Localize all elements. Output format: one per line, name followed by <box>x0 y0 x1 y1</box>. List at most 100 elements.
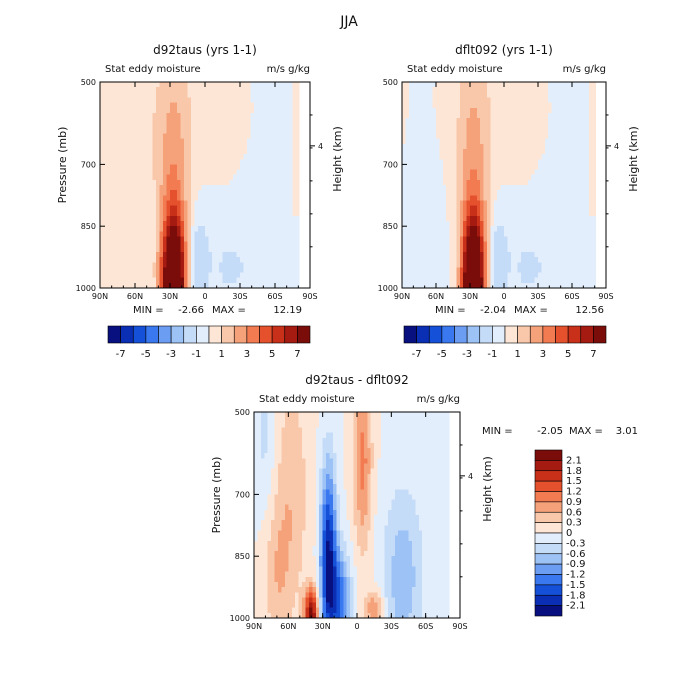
heatmap-cell <box>264 164 269 170</box>
heatmap-cell <box>575 92 580 98</box>
heatmap-cell <box>572 262 576 268</box>
heatmap-cell <box>177 262 181 268</box>
heatmap-cell <box>299 272 304 279</box>
heatmap-cell <box>177 123 181 129</box>
heatmap-cell <box>419 231 423 237</box>
heatmap-cell <box>254 448 258 454</box>
heatmap-cell <box>117 236 122 243</box>
heatmap-cell <box>582 148 586 155</box>
heatmap-cell <box>565 143 569 150</box>
heatmap-cell <box>275 262 279 268</box>
heatmap-cell <box>110 138 115 145</box>
heatmap-cell <box>250 267 255 273</box>
heatmap-cell <box>222 282 227 289</box>
heatmap-cell <box>296 112 300 119</box>
heatmap-cell <box>163 195 167 201</box>
heatmap-cell <box>558 251 563 258</box>
heatmap-cell <box>589 282 593 289</box>
heatmap-cell <box>483 148 488 155</box>
heatmap-cell <box>250 257 255 263</box>
heatmap-cell <box>208 87 213 93</box>
heatmap-cell <box>145 133 150 140</box>
heatmap-cell <box>275 241 279 248</box>
heatmap-cell <box>473 148 478 155</box>
heatmap-cell <box>222 195 227 201</box>
heatmap-cell <box>243 257 248 263</box>
heatmap-cell <box>145 257 150 263</box>
heatmap-cell <box>408 210 413 217</box>
heatmap-cell <box>504 190 508 196</box>
heatmap-cell <box>163 215 167 222</box>
heatmap-cell <box>215 118 220 124</box>
heatmap-cell <box>152 118 157 124</box>
heatmap-cell <box>531 267 535 273</box>
heatmap-cell <box>412 246 416 253</box>
heatmap-cell <box>268 200 272 206</box>
heatmap-cell <box>156 128 160 134</box>
colorbar-swatch <box>233 325 248 344</box>
heatmap-cell <box>558 221 563 227</box>
heatmap-cell <box>524 241 529 248</box>
heatmap-cell <box>497 226 501 232</box>
heatmap-cell <box>275 205 279 212</box>
heatmap-cell <box>208 262 213 268</box>
heatmap-cell <box>285 159 290 165</box>
heatmap-cell <box>490 185 495 191</box>
heatmap-cell <box>233 241 237 248</box>
heatmap-cell <box>551 195 556 201</box>
heatmap-cell <box>527 169 532 176</box>
heatmap-cell <box>226 267 230 273</box>
heatmap-cell <box>463 143 467 150</box>
heatmap-cell <box>514 241 518 248</box>
heatmap-cell <box>226 277 230 284</box>
heatmap-cell <box>226 123 230 129</box>
heatmap-cell <box>128 210 132 217</box>
heatmap-cell <box>226 195 230 201</box>
heatmap-cell <box>198 236 202 243</box>
heatmap-cell <box>514 82 518 88</box>
heatmap-cell <box>226 82 230 88</box>
heatmap-cell <box>442 241 447 248</box>
heatmap-cell <box>514 118 518 124</box>
heatmap-cell <box>412 82 416 88</box>
heatmap-cell <box>548 102 552 109</box>
heatmap-cell <box>476 92 481 98</box>
heatmap-cell <box>128 190 132 196</box>
heatmap-cell <box>466 200 471 206</box>
heatmap-cell <box>138 231 143 237</box>
heatmap-cell <box>268 107 272 114</box>
heatmap-cell <box>107 159 111 165</box>
heatmap-cell <box>544 200 549 206</box>
heatmap-cell <box>422 236 427 243</box>
heatmap-cell <box>456 210 461 217</box>
heatmap-cell <box>429 128 433 134</box>
heatmap-cell <box>131 148 136 155</box>
heatmap-cell <box>299 236 304 243</box>
heatmap-cell <box>585 190 590 196</box>
heatmap-cell <box>497 123 501 129</box>
heatmap-cell <box>415 92 420 98</box>
heatmap-cell <box>100 92 104 98</box>
heatmap-cell <box>306 257 311 263</box>
heatmap-cell <box>425 251 430 258</box>
heatmap-cell <box>177 210 181 217</box>
heatmap-cell <box>187 123 192 129</box>
heatmap-cell <box>439 97 444 103</box>
heatmap-cell <box>282 262 286 268</box>
heatmap-cell <box>521 133 525 140</box>
heatmap-cell <box>415 257 420 263</box>
heatmap-cell <box>236 123 241 129</box>
heatmap-cell <box>521 123 525 129</box>
heatmap-cell <box>422 169 427 176</box>
y-tick-label: 700 <box>81 160 96 169</box>
heatmap-cell <box>524 87 529 93</box>
heatmap-cell <box>568 107 573 114</box>
heatmap-cell <box>449 169 454 176</box>
heatmap-cell <box>114 226 118 232</box>
heatmap-cell <box>285 133 290 140</box>
heatmap-cell <box>292 226 297 232</box>
heatmap-cell <box>138 164 143 170</box>
heatmap-cell <box>453 133 457 140</box>
heatmap-cell <box>282 210 286 217</box>
heatmap-cell <box>527 185 532 191</box>
